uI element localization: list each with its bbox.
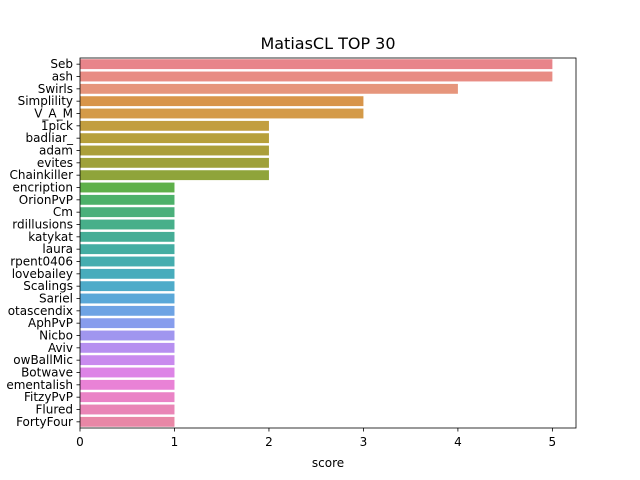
bar — [80, 268, 175, 279]
plot-frame — [79, 57, 577, 429]
y-tick-label: evites — [37, 156, 73, 170]
bar — [80, 367, 175, 378]
bar — [80, 219, 175, 230]
y-tick-label: Sariel — [39, 292, 73, 306]
y-tick-label: rpent0406 — [10, 255, 73, 269]
bar — [80, 182, 175, 193]
y-tick-label: ash — [52, 70, 73, 84]
bar — [80, 244, 175, 255]
y-tick-label: 1pick — [41, 119, 73, 133]
y-tick-label: FitzyPvP — [24, 390, 73, 404]
y-tick-label: Aviv — [48, 341, 73, 355]
y-tick-label: Simplility — [18, 94, 73, 108]
bar — [80, 330, 175, 341]
x-tick-label: 0 — [76, 435, 84, 449]
bar — [80, 379, 175, 390]
x-tick-label: 2 — [265, 435, 273, 449]
x-tick-label: 3 — [360, 435, 368, 449]
x-tick-label: 5 — [549, 435, 557, 449]
y-tick-label: rdillusions — [12, 218, 73, 232]
y-tick-label: Swirls — [38, 82, 73, 96]
bar — [80, 120, 269, 131]
y-tick-label: Seb — [50, 57, 73, 71]
y-tick-label: Scalings — [23, 279, 73, 293]
y-tick-label: Botwave — [21, 366, 73, 380]
bar — [80, 281, 175, 292]
y-tick-label: Nicbo — [39, 329, 73, 343]
y-tick-label: owBallMic — [13, 353, 73, 367]
y-ticks-group: SebashSwirlsSimplilityV_A_M1pickbadliar_… — [6, 57, 80, 429]
bar — [80, 194, 175, 205]
y-tick-label: adam — [39, 144, 73, 158]
x-axis-label: score — [312, 456, 344, 470]
y-tick-label: lovebailey — [12, 267, 73, 281]
bar — [80, 293, 175, 304]
bar — [80, 305, 175, 316]
bar — [80, 71, 553, 82]
y-tick-label: ementalish — [6, 378, 73, 392]
y-tick-label: AphPvP — [28, 316, 73, 330]
y-tick-label: Flured — [35, 403, 73, 417]
bar — [80, 145, 269, 156]
x-ticks-group: 0 1 2 3 4 5 — [76, 428, 556, 449]
y-tick-label: laura — [42, 242, 73, 256]
x-tick-label: 1 — [171, 435, 179, 449]
bar — [80, 83, 458, 94]
bar — [80, 404, 175, 415]
bar — [80, 342, 175, 353]
bar — [80, 170, 269, 181]
y-tick-label: encription — [13, 181, 73, 195]
y-tick-label: V_A_M — [34, 107, 73, 121]
bar — [80, 231, 175, 242]
chart-title: MatiasCL TOP 30 — [260, 34, 395, 53]
bar — [80, 133, 269, 144]
y-tick-label: badliar_ — [25, 131, 74, 145]
y-tick-label: Cm — [53, 205, 73, 219]
bar — [80, 416, 175, 427]
bar — [80, 157, 269, 168]
y-tick-label: otascendix — [8, 304, 73, 318]
y-tick-label: Chainkiller — [9, 168, 73, 182]
bars-group — [80, 59, 553, 427]
bar — [80, 256, 175, 267]
bar — [80, 318, 175, 329]
bar — [80, 355, 175, 366]
bar — [80, 392, 175, 403]
y-tick-label: OrionPvP — [19, 193, 73, 207]
x-tick-label: 4 — [454, 435, 462, 449]
bar — [80, 207, 175, 218]
y-tick-label: katykat — [28, 230, 73, 244]
bar — [80, 96, 364, 107]
bar — [80, 59, 553, 70]
bar — [80, 108, 364, 119]
y-tick-label: FortyFour — [16, 415, 73, 429]
